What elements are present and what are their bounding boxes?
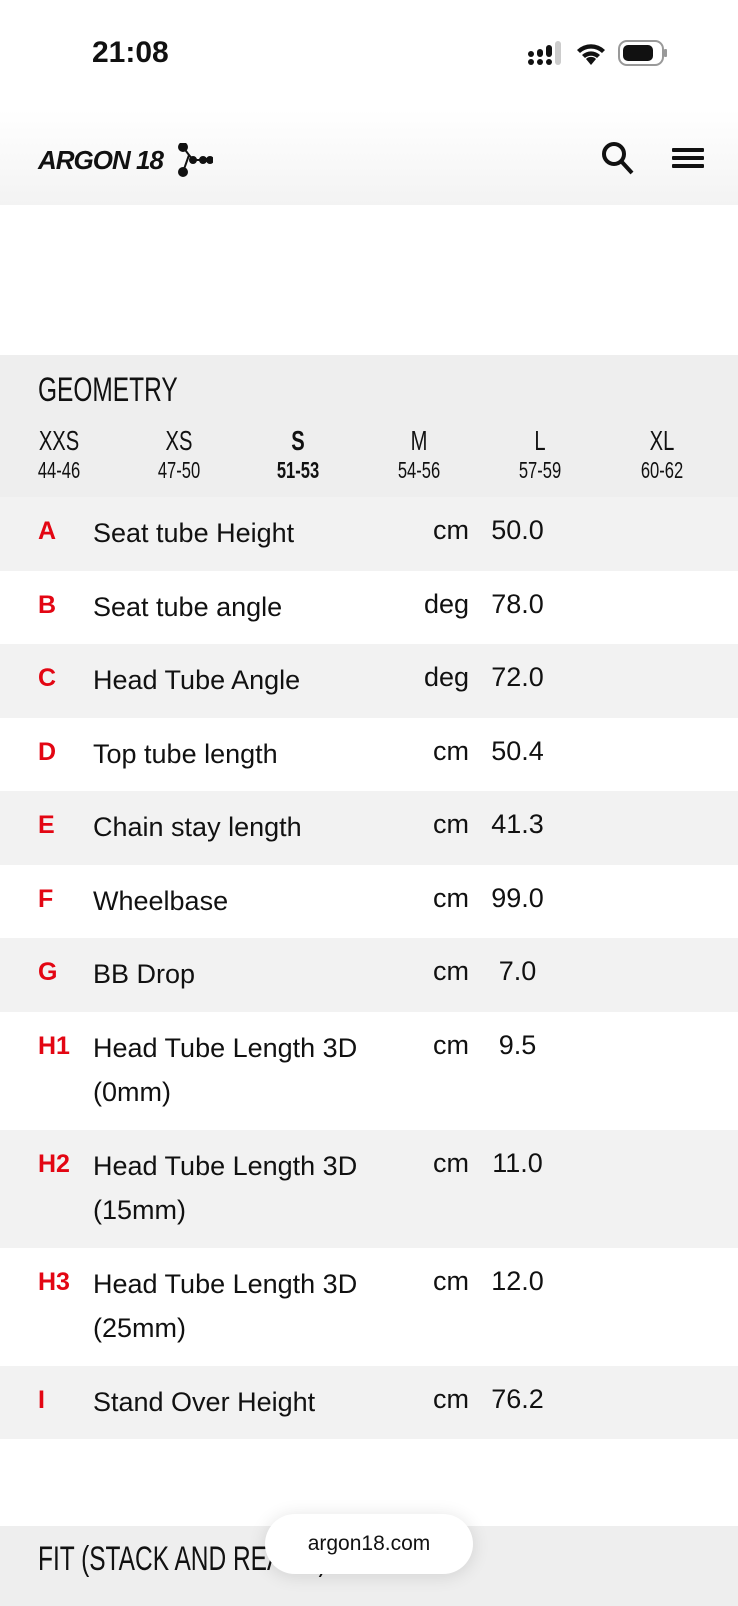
row-unit: cm — [433, 809, 469, 839]
size-range: 51-53 — [276, 457, 320, 483]
size-name: S — [291, 425, 305, 456]
size-option-m[interactable]: M 54-56 — [379, 425, 459, 484]
row-unit: cm — [433, 735, 469, 766]
size-range: 60-62 — [640, 457, 684, 483]
logo-molecule-icon — [177, 143, 213, 177]
size-name: XS — [165, 425, 193, 456]
site-header: ARGON 18 — [0, 110, 738, 205]
row-letter: F — [38, 884, 54, 913]
row-unit: deg — [423, 588, 469, 619]
row-name: Head Tube Length 3D (0mm) — [93, 1032, 358, 1107]
geometry-title: GEOMETRY — [38, 371, 178, 409]
size-selector: XXS 44-46 XS 47-50 S 51-53 M 54-56 L 57-59 XL 60-62 — [0, 425, 738, 485]
battery-icon — [618, 40, 667, 66]
row-unit: cm — [433, 515, 469, 545]
geometry-row: H2 Head Tube Length 3D (15mm) cm 11.0 — [0, 1129, 738, 1248]
geometry-row: E Chain stay length cm 41.3 — [0, 791, 738, 865]
row-letter: B — [38, 590, 57, 619]
row-name: Stand Over Height — [93, 1386, 316, 1417]
row-value: 7.0 — [498, 956, 537, 986]
row-letter: C — [38, 664, 57, 692]
geometry-row: I Stand Over Height cm 76.2 — [0, 1365, 738, 1439]
row-value: 72.0 — [491, 662, 544, 692]
row-value: 9.5 — [498, 1029, 537, 1060]
size-name: L — [534, 425, 546, 456]
geometry-row: D Top tube length cm 50.4 — [0, 718, 738, 792]
size-name: XL — [649, 425, 675, 456]
size-range: 47-50 — [157, 457, 201, 483]
url-pill[interactable]: argon18.com — [265, 1514, 473, 1574]
row-letter: H3 — [38, 1267, 70, 1296]
row-value: 12.0 — [491, 1265, 544, 1296]
row-unit: cm — [433, 882, 469, 913]
row-letter: A — [38, 517, 57, 545]
clock: 21:08 — [92, 36, 169, 69]
geometry-table: A Seat tube Height cm 50.0 B Seat tube angle d… — [0, 497, 738, 1439]
row-letter: D — [38, 737, 57, 766]
status-bar: 21:08 — [0, 0, 738, 110]
size-option-xl[interactable]: XL 60-62 — [622, 425, 702, 484]
geometry-row: H3 Head Tube Length 3D (25mm) cm 12.0 — [0, 1248, 738, 1366]
row-value: 76.2 — [491, 1383, 544, 1414]
row-name: Top tube length — [93, 738, 278, 769]
row-letter: E — [38, 811, 55, 839]
geometry-header: GEOMETRY XXS 44-46 XS 47-50 S 51-53 M 54-56 L 57-… — [0, 355, 738, 497]
geometry-row: G BB Drop cm 7.0 — [0, 938, 738, 1012]
row-unit: cm — [433, 1265, 469, 1296]
row-letter: H2 — [38, 1149, 70, 1178]
argon18-logo[interactable]: ARGON 18 — [38, 143, 213, 177]
row-value: 99.0 — [491, 882, 544, 913]
signal-icon — [528, 41, 561, 65]
geometry-row: A Seat tube Height cm 50.0 — [0, 497, 738, 571]
size-option-l[interactable]: L 57-59 — [500, 425, 580, 484]
row-name: Seat tube Height — [93, 518, 295, 548]
row-letter: H1 — [38, 1031, 70, 1060]
row-value: 11.0 — [492, 1147, 543, 1178]
row-unit: cm — [433, 1383, 469, 1414]
geometry-row: F Wheelbase cm 99.0 — [0, 865, 738, 939]
row-unit: cm — [433, 1029, 469, 1060]
row-value: 50.4 — [491, 735, 544, 766]
row-name: Chain stay length — [93, 812, 302, 842]
search-icon[interactable] — [600, 140, 636, 176]
row-name: Wheelbase — [93, 885, 229, 916]
geometry-row: B Seat tube angle deg 78.0 — [0, 571, 738, 645]
size-name: XXS — [38, 425, 80, 456]
geometry-row: H1 Head Tube Length 3D (0mm) cm 9.5 — [0, 1012, 738, 1130]
geometry-row: C Head Tube Angle deg 72.0 — [0, 644, 738, 718]
row-unit: cm — [433, 1147, 469, 1178]
size-range: 54-56 — [397, 457, 441, 483]
size-option-s[interactable]: S 51-53 — [258, 425, 338, 484]
size-name: M — [410, 425, 428, 456]
row-name: Head Tube Angle — [93, 665, 301, 695]
row-name: Head Tube Length 3D (25mm) — [93, 1268, 358, 1343]
row-name: BB Drop — [93, 959, 196, 989]
row-unit: cm — [433, 956, 469, 986]
row-name: Head Tube Length 3D (15mm) — [93, 1150, 358, 1225]
menu-icon[interactable] — [672, 146, 704, 170]
wifi-icon — [577, 44, 605, 65]
size-option-xs[interactable]: XS 47-50 — [139, 425, 219, 484]
row-letter: I — [38, 1385, 45, 1414]
size-range: 57-59 — [518, 457, 562, 483]
row-value: 78.0 — [491, 588, 544, 619]
row-letter: G — [38, 958, 58, 986]
size-range: 44-46 — [37, 457, 81, 483]
row-name: Seat tube angle — [93, 591, 283, 622]
row-value: 41.3 — [491, 809, 544, 839]
size-option-xxs[interactable]: XXS 44-46 — [19, 425, 99, 484]
row-unit: deg — [423, 662, 469, 692]
row-value: 50.0 — [491, 515, 544, 545]
